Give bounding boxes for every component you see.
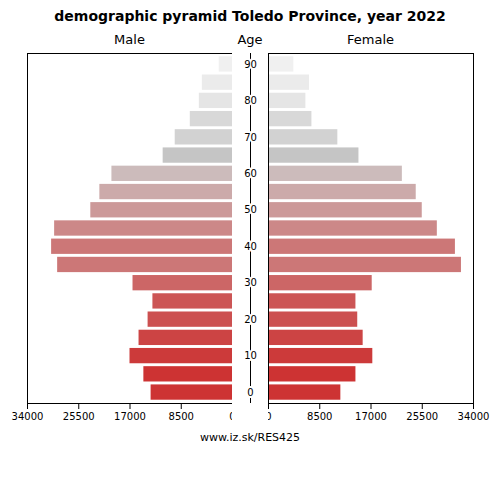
svg-text:8500: 8500 (307, 411, 332, 422)
svg-text:17000: 17000 (355, 411, 387, 422)
html-text:Male: Male (114, 32, 145, 47)
svg-text:34000: 34000 (12, 411, 44, 422)
html-text:www.iz.sk/RES425: www.iz.sk/RES425 (199, 431, 301, 444)
svg-text:70: 70 (244, 132, 257, 143)
svg-text:20: 20 (244, 314, 257, 325)
html-text:demographic pyramid Toledo Pro: demographic pyramid Toledo Province, yea… (54, 8, 446, 24)
svg-text:10: 10 (244, 350, 257, 361)
svg-text:90: 90 (244, 59, 257, 70)
svg-text:17000: 17000 (114, 411, 146, 422)
svg-text:25500: 25500 (406, 411, 438, 422)
svg-text:40: 40 (244, 241, 257, 252)
svg-text:8500: 8500 (169, 411, 194, 422)
svg-text:25500: 25500 (63, 411, 95, 422)
svg-text:80: 80 (244, 95, 257, 106)
svg-text:30: 30 (244, 277, 257, 288)
html-text:Age: Age (237, 32, 263, 47)
svg-text:0: 0 (247, 387, 253, 398)
svg-text:0: 0 (268, 411, 272, 422)
svg-text:50: 50 (244, 204, 257, 215)
svg-text:60: 60 (244, 168, 257, 179)
html-text:Female: Female (347, 32, 394, 47)
svg-text:34000: 34000 (458, 411, 490, 422)
